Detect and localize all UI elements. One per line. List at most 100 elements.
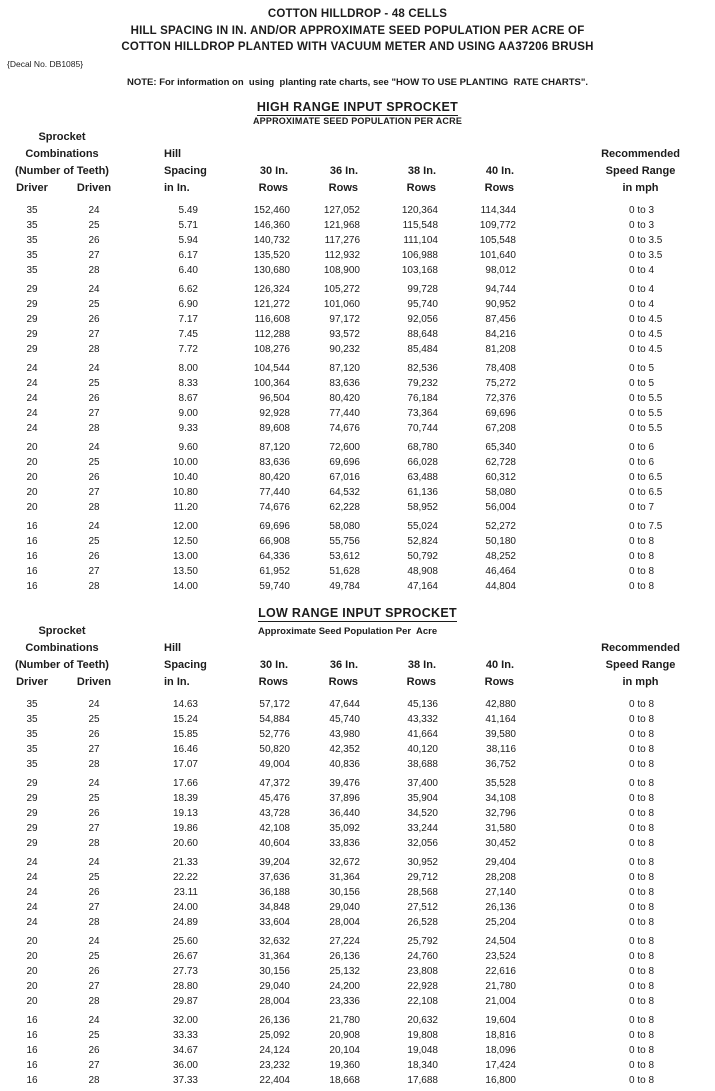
cell-pop-30in: 61,952 — [259, 565, 290, 577]
cell-hill-spacing: 33.33 — [172, 1029, 198, 1041]
cell-pop-36in: 26,136 — [329, 950, 360, 962]
cell-hill-spacing: 12.50 — [172, 535, 198, 547]
cell-pop-36in: 87,120 — [329, 362, 360, 374]
header-row-width-36In: 36 In. — [329, 658, 358, 671]
cell-pop-30in: 108,276 — [253, 343, 290, 355]
cell-driven: 27 — [88, 249, 100, 261]
cell-driver: 35 — [26, 249, 38, 261]
cell-speed-range: 0 to 8 — [629, 777, 655, 789]
cell-driven: 26 — [88, 550, 100, 562]
cell-driven: 25 — [88, 1029, 100, 1041]
cell-pop-36in: 72,600 — [329, 441, 360, 453]
cell-pop-40in: 23,524 — [485, 950, 516, 962]
header-row-width-38In: 38 In. — [407, 164, 436, 177]
header-row: (Number of Teeth) Spacing 30 In. 36 In. 38 I… — [0, 657, 715, 674]
cell-pop-40in: 31,580 — [485, 822, 516, 834]
cell-pop-30in: 100,364 — [253, 377, 290, 389]
cell-pop-40in: 35,528 — [485, 777, 516, 789]
high-range-section: HIGH RANGE INPUT SPROCKET APPROXIMATE SEE… — [0, 99, 715, 594]
cell-driven: 27 — [88, 486, 100, 498]
cell-driven: 26 — [88, 392, 100, 404]
header-sprocket: Sprocket — [38, 130, 86, 143]
cell-pop-40in: 26,136 — [485, 901, 516, 913]
cell-pop-40in: 41,164 — [485, 713, 516, 725]
cell-driver: 16 — [26, 565, 38, 577]
cell-driver: 24 — [26, 377, 38, 389]
cell-pop-38in: 35,904 — [407, 792, 438, 804]
cell-pop-30in: 36,188 — [259, 886, 290, 898]
cell-driver: 29 — [26, 822, 38, 834]
cell-pop-38in: 24,760 — [407, 950, 438, 962]
cell-driven: 26 — [88, 234, 100, 246]
cell-driven: 24 — [88, 935, 100, 947]
cell-driven: 24 — [88, 520, 100, 532]
header-rows: Rows — [328, 675, 358, 688]
decal-number: {Decal No. DB1085} — [7, 58, 84, 69]
cell-hill-spacing: 7.45 — [178, 328, 198, 340]
cell-pop-30in: 50,820 — [259, 743, 290, 755]
sprocket-group: 35 24 14.63 57,172 47,644 45,136 42,880 0 to 8 3… — [0, 697, 715, 772]
table-row: 16 28 37.33 22,404 18,668 17,688 16,800 0 to 8 — [0, 1073, 715, 1088]
cell-pop-40in: 52,272 — [485, 520, 516, 532]
table-row: 29 25 18.39 45,476 37,896 35,904 34,108 0 to 8 — [0, 791, 715, 806]
table-row: 24 25 22.22 37,636 31,364 29,712 28,208 0 to 8 — [0, 870, 715, 885]
cell-hill-spacing: 6.17 — [178, 249, 198, 261]
cell-pop-30in: 54,884 — [259, 713, 290, 725]
cell-driver: 24 — [26, 886, 38, 898]
cell-driven: 27 — [88, 980, 100, 992]
cell-pop-38in: 20,632 — [407, 1014, 438, 1026]
header-sprocket: Sprocket — [38, 624, 86, 637]
cell-driver: 35 — [26, 234, 38, 246]
table-row: 20 28 29.87 28,004 23,336 22,108 21,004 0 to 8 — [0, 994, 715, 1009]
cell-pop-36in: 30,156 — [329, 886, 360, 898]
cell-pop-36in: 83,636 — [329, 377, 360, 389]
cell-speed-range: 0 to 8 — [629, 1029, 655, 1041]
cell-pop-36in: 40,836 — [329, 758, 360, 770]
cell-pop-36in: 62,228 — [329, 501, 360, 513]
cell-hill-spacing: 8.67 — [178, 392, 198, 404]
cell-pop-36in: 36,440 — [329, 807, 360, 819]
cell-speed-range: 0 to 8 — [629, 1074, 655, 1086]
title-line-1: COTTON HILLDROP - 48 CELLS — [267, 8, 448, 20]
cell-driven: 27 — [88, 822, 100, 834]
cell-driven: 28 — [88, 343, 100, 355]
cell-hill-spacing: 14.63 — [172, 698, 198, 710]
cell-pop-40in: 69,696 — [485, 407, 516, 419]
table-row: 35 27 6.17 135,520 112,932 106,988 101,640 0 to… — [0, 248, 715, 263]
cell-pop-38in: 73,364 — [407, 407, 438, 419]
header-recommended: Recommended — [601, 641, 680, 654]
header-rows: Rows — [258, 675, 288, 688]
cell-speed-range: 0 to 7 — [629, 501, 655, 513]
cell-pop-38in: 95,740 — [407, 298, 438, 310]
cell-driven: 28 — [88, 422, 100, 434]
cell-speed-range: 0 to 8 — [629, 822, 655, 834]
cell-driver: 20 — [26, 456, 38, 468]
cell-pop-36in: 25,132 — [329, 965, 360, 977]
header-hill: Hill — [164, 641, 182, 654]
cell-pop-30in: 130,680 — [253, 264, 290, 276]
cell-driven: 28 — [88, 916, 100, 928]
table-row: 29 27 7.45 112,288 93,572 88,648 84,216 0 to 4.… — [0, 327, 715, 342]
cell-pop-38in: 111,104 — [403, 234, 438, 246]
cell-hill-spacing: 14.00 — [172, 580, 198, 592]
cell-pop-36in: 53,612 — [329, 550, 360, 562]
cell-pop-36in: 28,004 — [329, 916, 360, 928]
cell-driven: 27 — [88, 328, 100, 340]
cell-pop-30in: 31,364 — [259, 950, 290, 962]
cell-hill-spacing: 10.80 — [172, 486, 198, 498]
cell-pop-38in: 38,688 — [407, 758, 438, 770]
cell-driver: 20 — [26, 980, 38, 992]
cell-driver: 20 — [26, 471, 38, 483]
cell-speed-range: 0 to 5.5 — [629, 407, 663, 419]
cell-driver: 16 — [26, 535, 38, 547]
header-row: Driver Driven in In. Rows Rows Rows Rows in mph — [0, 674, 715, 691]
table-row: 35 24 14.63 57,172 47,644 45,136 42,880 0 to 8 — [0, 697, 715, 712]
table-row: 24 27 24.00 34,848 29,040 27,512 26,136 0 to 8 — [0, 900, 715, 915]
table-row: 29 28 7.72 108,276 90,232 85,484 81,208 0 to 4.… — [0, 342, 715, 357]
cell-driven: 28 — [88, 837, 100, 849]
cell-driven: 25 — [88, 713, 100, 725]
cell-pop-40in: 90,952 — [485, 298, 516, 310]
cell-pop-36in: 77,440 — [329, 407, 360, 419]
